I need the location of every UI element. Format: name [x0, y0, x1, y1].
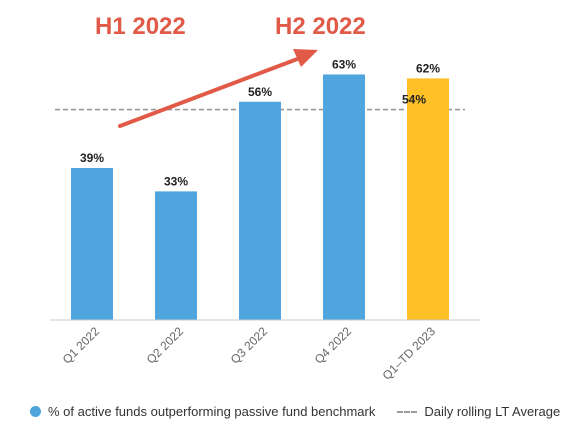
reference-line-label: 54%: [402, 93, 426, 107]
trend-arrow-shaft: [118, 56, 302, 128]
bar: [155, 191, 197, 320]
x-tick-label: Q4 2022: [312, 324, 355, 367]
trend-arrow-head: [293, 49, 318, 67]
bar: [407, 78, 449, 320]
legend-series-label: % of active funds outperforming passive …: [48, 404, 376, 419]
legend-series-marker: [30, 406, 41, 417]
bar-value-label: 33%: [164, 174, 188, 188]
annotation-h1-2022: H1 2022: [95, 13, 186, 40]
bar-value-label: 62%: [416, 61, 440, 75]
bar: [239, 101, 281, 320]
bar-value-label: 56%: [248, 85, 272, 99]
x-tick-label: Q1–TD 2023: [380, 324, 439, 383]
bar-chart: 39% Q1 2022 33% Q2 2022 56% Q3 2022 63% Q4 2022…: [50, 49, 480, 383]
bar-value-label: 63%: [332, 57, 356, 71]
annotation-h2-2022: H2 2022: [275, 13, 366, 40]
x-tick-label: Q1 2022: [60, 324, 103, 367]
x-tick-label: Q3 2022: [228, 324, 271, 367]
bar-value-label: 39%: [80, 151, 104, 165]
bar: [71, 168, 113, 320]
chart-legend: % of active funds outperforming passive …: [30, 404, 560, 419]
legend-reference-marker: [397, 410, 418, 413]
legend-reference-label: Daily rolling LT Average: [424, 404, 561, 419]
x-tick-label: Q2 2022: [144, 324, 187, 367]
bar: [323, 74, 365, 320]
